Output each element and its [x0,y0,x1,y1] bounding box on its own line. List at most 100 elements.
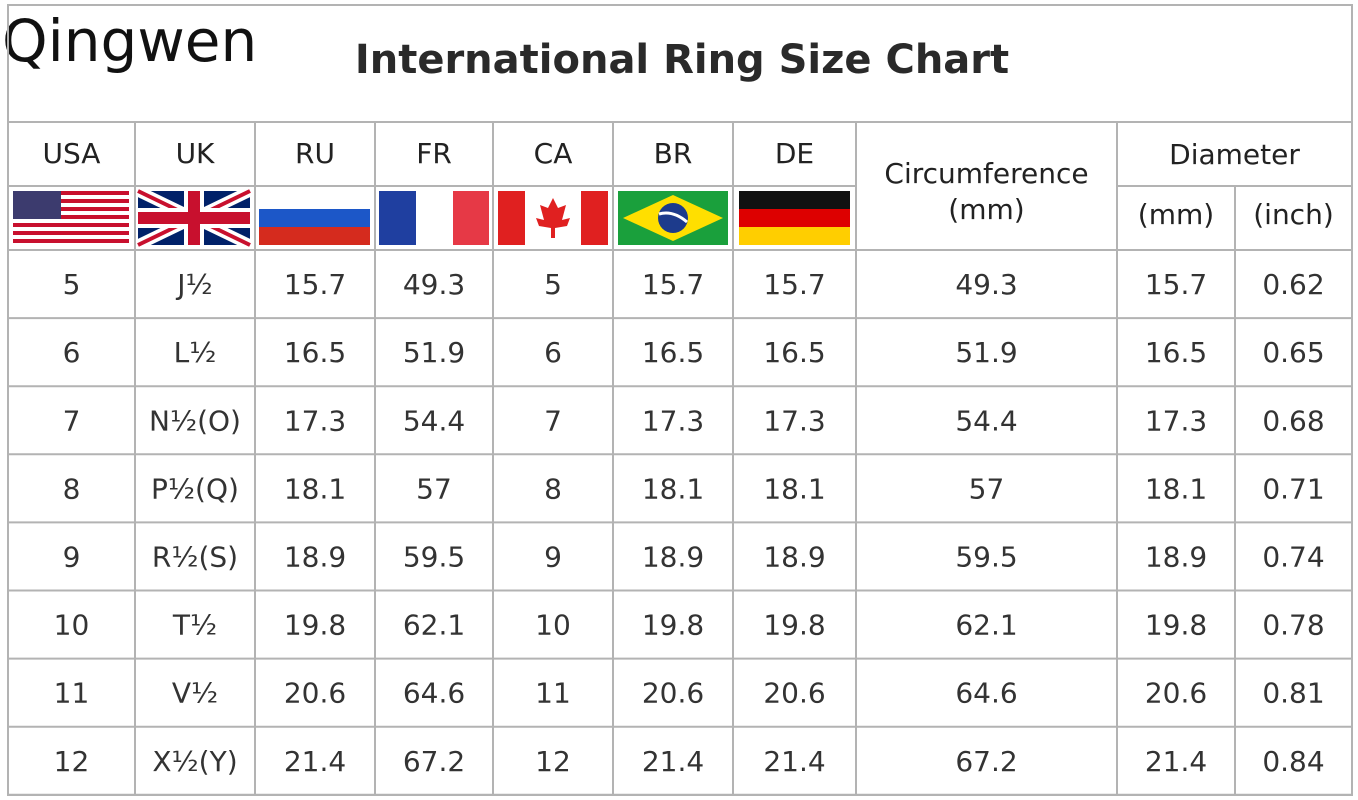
table-cell: 10 [54,609,90,642]
flag-usa-part [13,207,129,211]
flag-br-part [658,203,688,233]
column-header: UK [176,137,215,170]
table-cell: N½(O) [149,404,241,437]
table-cell: 20.6 [1145,677,1207,710]
table-cell: 19.8 [284,609,346,642]
table-cell: X½(Y) [152,745,237,778]
table-cell: 19.8 [642,609,704,642]
table-cell: 67.2 [403,745,465,778]
table-cell: 16.5 [1145,336,1207,369]
flag-uk-part [138,212,250,224]
flag-ca [498,191,608,245]
table-cell: 49.3 [955,268,1017,301]
flag-fr-part [453,191,489,245]
flag-ca-part [536,198,570,238]
flag-fr [379,191,489,245]
table-cell: 5 [63,268,81,301]
table-cell: 54.4 [403,404,465,437]
table-cell: 18.1 [642,472,704,505]
flag-de-part [739,227,850,245]
table-cell: 12 [54,745,90,778]
table-cell: 18.9 [1145,540,1207,573]
column-header: RU [295,137,335,170]
table-cell: 11 [54,677,90,710]
column-header: Circumference [884,157,1088,190]
flag-ca-part [581,191,608,245]
table-cell: 0.78 [1262,609,1324,642]
table-cell: 16.5 [284,336,346,369]
table-cell: 19.8 [1145,609,1207,642]
table-cell: 15.7 [642,268,704,301]
column-header: BR [654,137,693,170]
table-cell: 15.7 [284,268,346,301]
flag-ru-part [259,209,370,227]
flag-ru-part [259,227,370,245]
table-cell: 9 [63,540,81,573]
column-unit: (mm) [948,193,1024,226]
flag-de [739,191,850,245]
flag-usa-part [13,215,129,219]
table-cell: P½(Q) [151,472,239,505]
table-cell: 8 [544,472,562,505]
table-cell: 6 [544,336,562,369]
table-cell: 0.68 [1262,404,1324,437]
table-cell: 0.84 [1262,745,1324,778]
column-header: CA [534,137,573,170]
flag-fr-part [416,191,453,245]
flag-usa-part [13,191,61,219]
table-cell: 20.6 [642,677,704,710]
table-cell: 16.5 [763,336,825,369]
table-cell: 49.3 [403,268,465,301]
table-cell: R½(S) [152,540,238,573]
table-cell: 20.6 [284,677,346,710]
brand: Qingwen [2,7,257,75]
table-cell: 18.1 [284,472,346,505]
flag-usa [13,191,129,245]
table-cell: J½ [175,268,212,301]
table-cell: 18.9 [642,540,704,573]
flag-usa-part [13,231,129,235]
column-header: Diameter [1169,138,1300,171]
table-cell: 7 [63,404,81,437]
table-cell: 51.9 [403,336,465,369]
table-cell: 62.1 [955,609,1017,642]
table-cell: 18.9 [284,540,346,573]
table-cell: 19.8 [763,609,825,642]
flag-usa-part [13,223,129,227]
table-cell: L½ [174,336,217,369]
table-cell: 57 [416,472,452,505]
table-cell: T½ [172,609,217,642]
column-header: DE [775,137,814,170]
flag-ru-part [259,191,370,209]
table-cell: 17.3 [763,404,825,437]
flag-fr-part [379,191,416,245]
flag-br [618,191,728,245]
table-cell: 54.4 [955,404,1017,437]
table-cell: 17.3 [1145,404,1207,437]
table-cell: 0.71 [1262,472,1324,505]
table-cell: 18.1 [1145,472,1207,505]
table-cell: 64.6 [955,677,1017,710]
table-cell: 0.81 [1262,677,1324,710]
table-cell: 17.3 [284,404,346,437]
flag-de-part [739,191,850,209]
table-cell: 7 [544,404,562,437]
table-cell: 51.9 [955,336,1017,369]
table-cell: 16.5 [642,336,704,369]
table-cell: 11 [535,677,571,710]
table-cell: 9 [544,540,562,573]
table-cell: 0.65 [1262,336,1324,369]
table-cell: 6 [63,336,81,369]
table-cell: 5 [544,268,562,301]
table-cell: 20.6 [763,677,825,710]
table-cell: 21.4 [284,745,346,778]
table-cell: 67.2 [955,745,1017,778]
table-cell: 21.4 [763,745,825,778]
flag-br-part [658,211,688,224]
table-cell: 59.5 [403,540,465,573]
column-header: USA [43,137,101,170]
table-title: International Ring Size Chart [355,37,1009,83]
table-cell: 8 [63,472,81,505]
